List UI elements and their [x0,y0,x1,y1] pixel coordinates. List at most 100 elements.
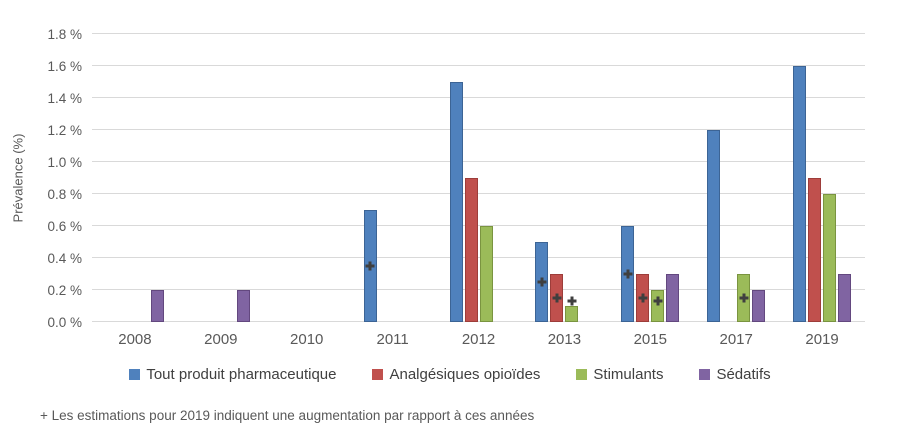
plot-area [92,33,865,322]
slot-analgesiques-opioides-2009 [206,34,221,322]
plus-marker [552,293,562,303]
x-tick-label: 2013 [547,331,582,348]
slot-sedatifs-2009 [236,34,251,322]
bar-stimulants-2013 [565,306,579,322]
legend-swatch-stimulants [576,369,588,380]
plus-marker [365,261,375,271]
slot-tout-produit-pharmaceutique-2012 [449,34,464,322]
legend-swatch-sedatifs [699,369,711,380]
slot-sedatifs-2019 [837,34,852,322]
footnote-text: + Les estimations pour 2019 indiquent un… [40,408,535,423]
gridline [92,161,865,162]
slot-sedatifs-2017 [751,34,766,322]
bar-stimulants-2012 [479,226,493,322]
legend-label: Analgésiques opioïdes [389,366,541,383]
legend-swatch-tout-produit-pharmaceutique [129,369,141,380]
slot-sedatifs-2008 [150,34,165,322]
slot-analgesiques-opioides-2010 [292,34,307,322]
gridline [92,97,865,98]
slot-analgesiques-opioides-2011 [378,34,393,322]
slot-sedatifs-2010 [322,34,337,322]
gridline [92,225,865,226]
bar-stimulants-2015 [651,290,665,322]
year-group-2012 [436,34,522,322]
bar-groups [92,34,865,322]
slot-stimulants-2015 [650,34,665,322]
gridline [92,129,865,130]
slot-analgesiques-opioides-2017 [721,34,736,322]
year-group-2010 [264,34,350,322]
slot-analgesiques-opioides-2012 [464,34,479,322]
y-tick-label: 0.8 % [47,186,82,202]
y-tick-label: 0.2 % [47,282,82,298]
bar-sedatifs-2017 [752,290,766,322]
bar-sedatifs-2015 [666,274,680,322]
gridline [92,289,865,290]
x-tick-label: 2010 [290,331,324,348]
slot-stimulants-2019 [822,34,837,322]
y-tick-label: 1.0 % [47,154,82,170]
legend-item-tout-produit-pharmaceutique: Tout produit pharmaceutique [129,366,336,383]
gridline [92,65,865,66]
chart-legend: Tout produit pharmaceutique Analgésiques … [0,366,900,383]
slot-tout-produit-pharmaceutique-2010 [277,34,292,322]
y-axis-tick-labels: 0.0 % 0.2 % 0.4 % 0.6 % 0.8 % 1.0 % 1.2 % 1.4 %… [20,27,82,328]
plus-marker [623,269,633,279]
y-tick-label: 0.0 % [47,314,82,330]
slot-analgesiques-opioides-2013 [549,34,564,322]
year-group-2015 [607,34,693,322]
slot-stimulants-2017 [736,34,751,322]
year-group-2017 [693,34,779,322]
slot-sedatifs-2012 [494,34,509,322]
x-tick-label: 2011 [376,331,409,348]
year-group-2019 [779,34,865,322]
legend-label: Sédatifs [716,366,771,383]
legend-item-analgesiques-opioides: Analgésiques opioïdes [372,366,540,383]
year-group-2011 [350,34,436,322]
slot-sedatifs-2013 [579,34,594,322]
legend-label: Stimulants [593,366,664,383]
slot-tout-produit-pharmaceutique-2013 [534,34,549,322]
slot-tout-produit-pharmaceutique-2011 [363,34,378,322]
legend-swatch-analgesiques-opioides [372,369,384,380]
x-tick-label: 2012 [461,331,496,348]
slot-tout-produit-pharmaceutique-2015 [620,34,635,322]
plus-marker [739,293,749,303]
x-axis-tick-labels: 2008 2009 2010 2011 2012 2013 2015 2017 2019 [92,331,865,348]
bar-sedatifs-2019 [838,274,852,322]
slot-stimulants-2010 [307,34,322,322]
y-tick-label: 1.2 % [47,122,82,138]
legend-item-stimulants: Stimulants [576,366,663,383]
gridline [92,193,865,194]
year-group-2013 [521,34,607,322]
gridline [92,257,865,258]
x-tick-label: 2008 [118,331,152,348]
x-tick-label: 2009 [204,331,238,348]
bar-sedatifs-2008 [150,290,164,322]
plus-marker [567,296,577,306]
x-tick-label: 2017 [719,331,753,348]
y-tick-label: 1.8 % [47,26,82,42]
bar-analgesiques-opioides-2019 [808,178,822,322]
slot-stimulants-2012 [479,34,494,322]
y-tick-label: 1.4 % [47,90,82,106]
slot-tout-produit-pharmaceutique-2009 [191,34,206,322]
bar-sedatifs-2009 [236,290,250,322]
year-group-2009 [178,34,264,322]
slot-analgesiques-opioides-2019 [807,34,822,322]
legend-label: Tout produit pharmaceutique [146,366,337,383]
x-tick-label: 2019 [805,331,839,348]
slot-analgesiques-opioides-2015 [635,34,650,322]
gridline [92,321,865,322]
plus-marker [638,293,648,303]
slot-sedatifs-2015 [665,34,680,322]
bar-tout-produit-pharmaceutique-2012 [449,82,463,322]
y-tick-label: 0.6 % [47,218,82,234]
bar-tout-produit-pharmaceutique-2019 [793,66,807,322]
gridline [92,33,865,34]
slot-stimulants-2013 [564,34,579,322]
slot-stimulants-2008 [135,34,150,322]
slot-tout-produit-pharmaceutique-2017 [706,34,721,322]
slot-stimulants-2011 [393,34,408,322]
slot-analgesiques-opioides-2008 [120,34,135,322]
